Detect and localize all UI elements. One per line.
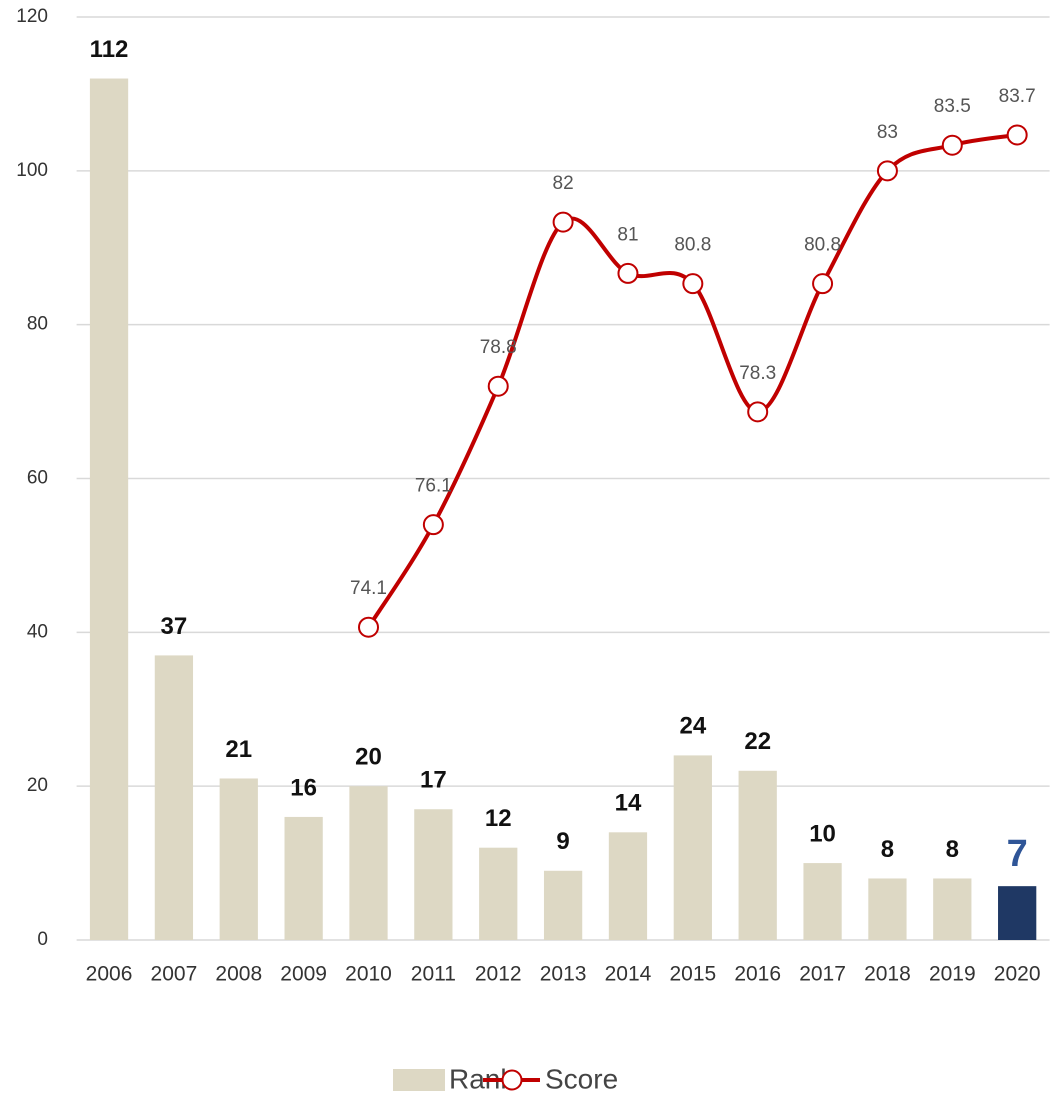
marker — [358, 616, 379, 638]
marker — [747, 401, 769, 423]
marker — [487, 375, 509, 397]
bar — [933, 878, 972, 940]
data-label: 14 — [615, 790, 642, 817]
bar — [998, 886, 1037, 940]
legend-label: Score — [545, 1063, 618, 1094]
data-label: 21 — [225, 736, 252, 763]
data-label: 9 — [556, 828, 569, 855]
bar — [673, 755, 712, 940]
bar — [868, 878, 907, 940]
data-label: 20 — [355, 744, 382, 771]
y-tick-label: 100 — [16, 160, 48, 181]
bar — [803, 863, 842, 940]
marker — [941, 134, 963, 156]
bar — [284, 816, 323, 940]
data-label: 78.8 — [480, 337, 517, 358]
data-label: 80.8 — [674, 235, 711, 256]
y-tick-label: 120 — [16, 6, 48, 27]
x-tick-label: 2017 — [799, 963, 846, 986]
y-tick-label: 40 — [27, 621, 48, 642]
data-label: 83 — [877, 122, 898, 143]
x-tick-label: 2013 — [540, 963, 587, 986]
x-tick-label: 2016 — [734, 963, 781, 986]
data-label: 37 — [161, 613, 188, 640]
bar — [349, 786, 388, 940]
data-label: 76.1 — [415, 476, 452, 497]
bar — [89, 78, 129, 941]
line — [366, 132, 1018, 629]
bar — [608, 832, 648, 940]
legend-marker — [501, 1069, 523, 1091]
marker — [1006, 124, 1028, 146]
data-label: 17 — [420, 767, 447, 794]
x-tick-label: 2014 — [605, 963, 652, 986]
data-label: 8 — [946, 836, 959, 863]
data-label: 74.1 — [350, 578, 387, 599]
data-label: 83.5 — [934, 96, 971, 117]
x-tick-label: 2007 — [151, 963, 198, 986]
data-label: 82 — [553, 173, 574, 194]
marker — [617, 262, 639, 284]
x-tick-label: 2019 — [929, 963, 976, 986]
data-label: 10 — [809, 820, 836, 847]
x-tick-label: 2011 — [411, 963, 456, 986]
x-tick-label: 2012 — [475, 963, 522, 986]
data-label: 7 — [1007, 833, 1028, 875]
bar — [738, 770, 777, 940]
bar — [414, 809, 453, 940]
bar — [479, 847, 518, 940]
x-tick-label: 2009 — [280, 963, 327, 986]
x-tick-label: 2008 — [215, 963, 262, 986]
data-label: 8 — [881, 836, 894, 863]
x-tick-label: 2010 — [345, 963, 392, 986]
data-label: 81 — [617, 224, 638, 245]
data-label: 22 — [744, 728, 771, 755]
marker — [422, 514, 444, 536]
marker — [682, 273, 704, 295]
bar — [543, 870, 583, 940]
y-tick-label: 60 — [27, 468, 48, 489]
bar — [219, 778, 258, 940]
marker — [812, 273, 834, 295]
y-tick-label: 0 — [37, 929, 48, 950]
bar — [154, 655, 194, 940]
data-label: 78.3 — [739, 363, 776, 384]
y-tick-label: 80 — [27, 314, 48, 335]
x-tick-label: 2020 — [994, 963, 1041, 986]
data-label: 80.8 — [804, 235, 841, 256]
data-label: 83.7 — [999, 86, 1036, 107]
x-tick-label: 2018 — [864, 963, 911, 986]
marker — [876, 160, 898, 182]
x-tick-label: 2015 — [669, 963, 716, 986]
data-label: 24 — [679, 713, 706, 740]
y-tick-label: 20 — [27, 775, 48, 796]
marker — [552, 211, 574, 233]
data-label: 16 — [290, 774, 317, 801]
legend-swatch — [393, 1069, 445, 1091]
x-tick-label: 2006 — [86, 963, 133, 986]
data-label: 112 — [90, 36, 129, 63]
data-label: 12 — [485, 805, 512, 832]
